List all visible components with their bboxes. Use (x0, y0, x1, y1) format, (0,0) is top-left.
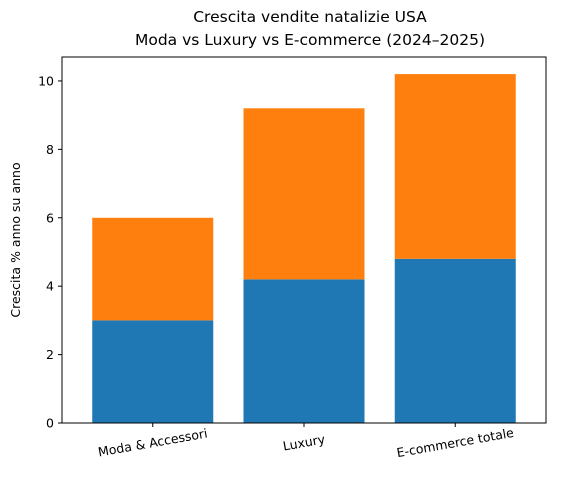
bar-segment-series-1-0 (92, 320, 214, 423)
x-tick-label: Luxury (282, 431, 327, 453)
plot-frame (61, 56, 547, 424)
x-axis: Moda & Accessori Luxury E-commerce totale (97, 423, 515, 460)
y-tick-label: 10 (38, 73, 54, 88)
y-tick-label: 4 (46, 279, 54, 294)
x-tick-label: Moda & Accessori (97, 426, 209, 460)
bar-segment-series-2-0 (92, 217, 214, 321)
y-axis-label: Crescita % anno su anno (8, 162, 23, 317)
y-tick-label: 0 (46, 416, 54, 431)
bar-segment-series-2-2 (394, 74, 516, 259)
bar-segment-series-1-1 (243, 279, 365, 423)
bar-segment-series-2-1 (243, 108, 365, 280)
chart-title-line-1: Crescita vendite natalizie USA (193, 8, 427, 26)
y-tick-label: 6 (46, 210, 54, 225)
bars-group (92, 74, 516, 423)
x-tick-label: E-commerce totale (395, 425, 515, 460)
y-axis: 0 2 4 6 8 10 (38, 73, 62, 431)
y-tick-label: 2 (46, 347, 54, 362)
chart-title-line-2: Moda vs Luxury vs E-commerce (2024–2025) (135, 31, 485, 49)
bar-segment-series-1-2 (394, 258, 516, 423)
y-tick-label: 8 (46, 142, 54, 157)
